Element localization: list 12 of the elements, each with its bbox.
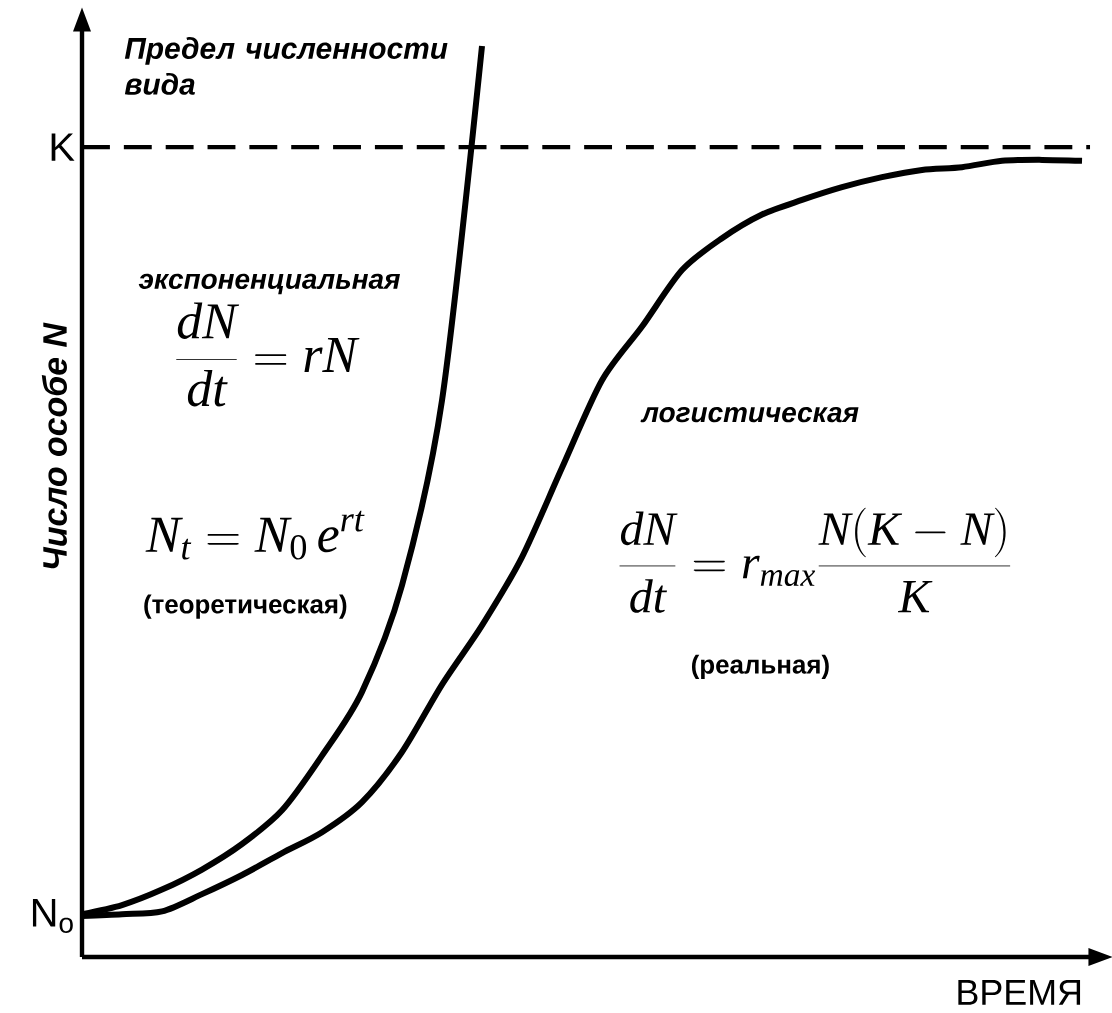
y-axis-title: Число особе N [41, 322, 67, 569]
series-label: логистическая [640, 407, 859, 423]
series-label: экспоненциальная [138, 273, 400, 295]
annotation: $N_t = N_0\, e^{rt}$ [145, 510, 365, 560]
ref-line-label: K [51, 133, 75, 161]
text: N$_{o}$ [32, 899, 73, 933]
annotation: (теоретическая) [144, 594, 347, 619]
annotation: (реальная) [691, 654, 829, 679]
x-axis-title: ВРЕМЯ [958, 980, 1081, 1005]
annotation: $\frac{dN}{dt} = r_{max}\frac{N(K-N)}{K}$ [619, 507, 1011, 613]
annotation: $\frac{dN}{dt} = rN$ [176, 302, 360, 407]
annotation: Предел численности вида [124, 37, 448, 95]
